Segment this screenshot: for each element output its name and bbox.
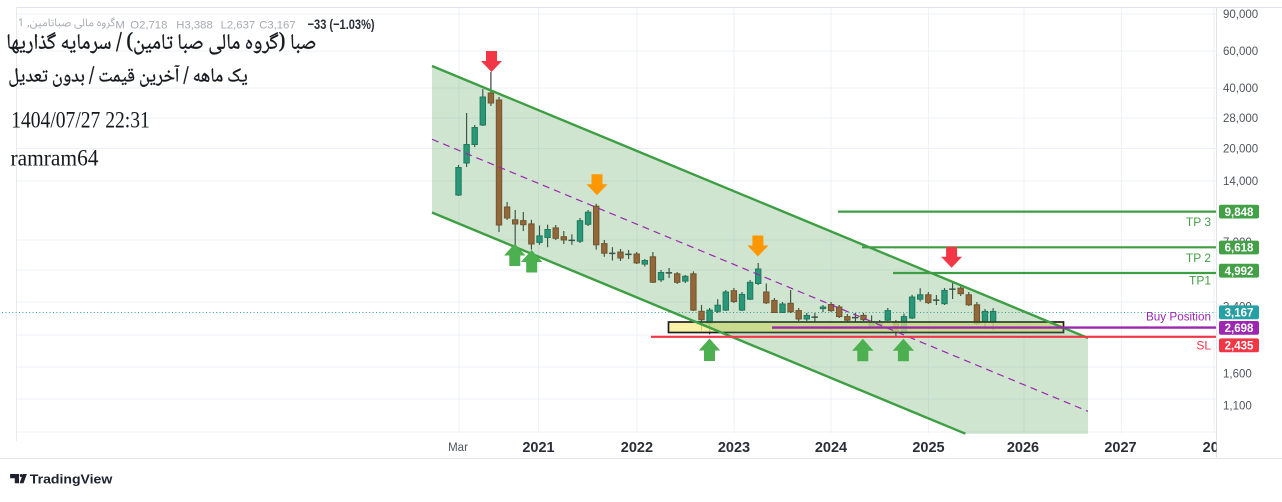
svg-text:6,618: 6,618 <box>1225 243 1254 255</box>
svg-text:3,167: 3,167 <box>1225 308 1254 320</box>
svg-text:2021: 2021 <box>522 440 554 456</box>
svg-text:ramram64: ramram64 <box>11 146 99 171</box>
svg-text:TradingView: TradingView <box>30 472 113 487</box>
svg-text:2,698: 2,698 <box>1225 323 1254 335</box>
svg-text:14,000: 14,000 <box>1223 176 1258 188</box>
svg-text:−33 (−1.03%): −33 (−1.03%) <box>308 17 375 33</box>
svg-text:Mar: Mar <box>448 442 468 454</box>
svg-text:9,848: 9,848 <box>1225 207 1254 219</box>
svg-text:2026: 2026 <box>1007 440 1039 456</box>
svg-text:2025: 2025 <box>912 440 944 456</box>
svg-text:20,000: 20,000 <box>1223 144 1258 156</box>
svg-text:60,000: 60,000 <box>1223 46 1258 58</box>
svg-text:SL: SL <box>1196 339 1211 353</box>
svg-text:TP1: TP1 <box>1189 274 1211 288</box>
svg-text:Buy Position: Buy Position <box>1146 310 1211 324</box>
svg-text:40,000: 40,000 <box>1223 83 1258 95</box>
svg-text:2023: 2023 <box>718 440 750 456</box>
svg-text:2028: 2028 <box>1203 440 1235 456</box>
svg-text:2024: 2024 <box>815 440 847 456</box>
svg-text:4,992: 4,992 <box>1225 266 1254 278</box>
svg-text:TP 3: TP 3 <box>1186 215 1211 229</box>
svg-text:1,100: 1,100 <box>1223 401 1252 413</box>
svg-text:28,000: 28,000 <box>1223 113 1258 125</box>
svg-text:90,000: 90,000 <box>1223 9 1258 21</box>
svg-text:2027: 2027 <box>1104 440 1136 456</box>
svg-text:2022: 2022 <box>621 440 653 456</box>
svg-text:TP 2: TP 2 <box>1186 251 1211 265</box>
svg-text:1,600: 1,600 <box>1223 369 1252 381</box>
svg-text:1404/07/27 22:31: 1404/07/27 22:31 <box>11 108 150 133</box>
svg-text:2,435: 2,435 <box>1225 341 1254 353</box>
